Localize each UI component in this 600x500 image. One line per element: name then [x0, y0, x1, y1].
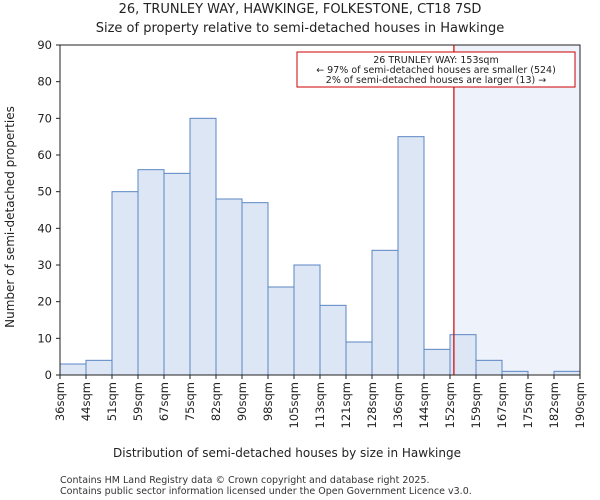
x-tick-label-144sqm: 144sqm [417, 382, 431, 428]
y-axis-label: Number of semi-detached properties [3, 106, 17, 328]
y-axis-ticks: 0 10 20 30 40 50 60 70 80 90 [37, 38, 60, 382]
x-tick-label-113sqm: 113sqm [313, 382, 327, 428]
bars-group [59, 117, 581, 376]
chart-subtitle: Size of property relative to semi-detach… [96, 21, 505, 36]
y-tick-label-20: 20 [37, 295, 52, 309]
bar-167sqm [501, 370, 529, 376]
bar-51sqm [111, 191, 139, 376]
x-tick-label-121sqm: 121sqm [339, 382, 353, 428]
larger-region-highlight [453, 45, 580, 375]
x-tick-label-190sqm: 190sqm [573, 382, 587, 428]
annotation-box [296, 51, 576, 88]
y-tick-label-30: 30 [37, 258, 52, 272]
x-tick-label-167sqm: 167sqm [495, 382, 509, 428]
bar-75sqm [189, 117, 217, 376]
x-tick-label-152sqm: 152sqm [443, 382, 457, 428]
x-tick-label-36sqm: 36sqm [53, 382, 67, 421]
annotation-smaller: ← 97% of semi-detached houses are smalle… [316, 65, 556, 76]
bar-144sqm [423, 348, 451, 376]
x-tick-label-90sqm: 90sqm [235, 382, 249, 421]
annotation-title: 26 TRUNLEY WAY: 153sqm [373, 55, 498, 66]
bar-182sqm [553, 370, 581, 376]
bar-113sqm [319, 304, 347, 376]
x-tick-label-175sqm: 175sqm [521, 382, 535, 428]
chart-title: 26, TRUNLEY WAY, HAWKINGE, FOLKESTONE, C… [119, 2, 482, 17]
x-tick-label-82sqm: 82sqm [209, 382, 223, 421]
y-tick-label-0: 0 [45, 368, 52, 382]
x-tick-label-159sqm: 159sqm [469, 382, 483, 428]
x-axis-ticks: 36sqm 44sqm 51sqm 59sqm 67sqm 75sqm 82sqm 90sqm… [53, 375, 587, 428]
y-tick-label-10: 10 [37, 331, 52, 345]
y-tick-label-60: 60 [37, 148, 52, 162]
x-tick-label-51sqm: 51sqm [105, 382, 119, 421]
bar-44sqm [85, 359, 113, 376]
bar-128sqm [371, 249, 399, 376]
bar-82sqm [215, 198, 243, 376]
y-tick-label-40: 40 [37, 221, 52, 235]
x-tick-label-67sqm: 67sqm [157, 382, 171, 421]
bar-90sqm [241, 202, 269, 376]
x-axis-label: Distribution of semi-detached houses by … [113, 446, 461, 460]
x-tick-label-75sqm: 75sqm [183, 382, 197, 421]
x-tick-label-59sqm: 59sqm [131, 382, 145, 421]
x-tick-label-128sqm: 128sqm [365, 382, 379, 428]
annotation-larger: 2% of semi-detached houses are larger (1… [326, 75, 546, 86]
bar-136sqm [397, 136, 425, 376]
bar-159sqm [475, 359, 503, 376]
footer-line-1: Contains HM Land Registry data © Crown c… [60, 475, 430, 486]
x-tick-label-182sqm: 182sqm [547, 382, 561, 428]
bar-105sqm [293, 264, 321, 376]
x-tick-label-44sqm: 44sqm [79, 382, 93, 421]
bar-98sqm [267, 286, 295, 376]
x-tick-label-105sqm: 105sqm [287, 382, 301, 428]
y-tick-label-80: 80 [37, 75, 52, 89]
plot-frame [59, 44, 581, 376]
bar-59sqm [137, 169, 165, 376]
y-tick-label-90: 90 [37, 38, 52, 52]
x-tick-label-136sqm: 136sqm [391, 382, 405, 428]
bar-67sqm [163, 172, 191, 376]
bar-121sqm [345, 341, 373, 376]
x-tick-label-98sqm: 98sqm [261, 382, 275, 421]
bar-36sqm [59, 363, 87, 376]
y-tick-label-50: 50 [37, 185, 52, 199]
y-tick-label-70: 70 [37, 111, 52, 125]
footer-line-2: Contains public sector information licen… [60, 486, 472, 497]
